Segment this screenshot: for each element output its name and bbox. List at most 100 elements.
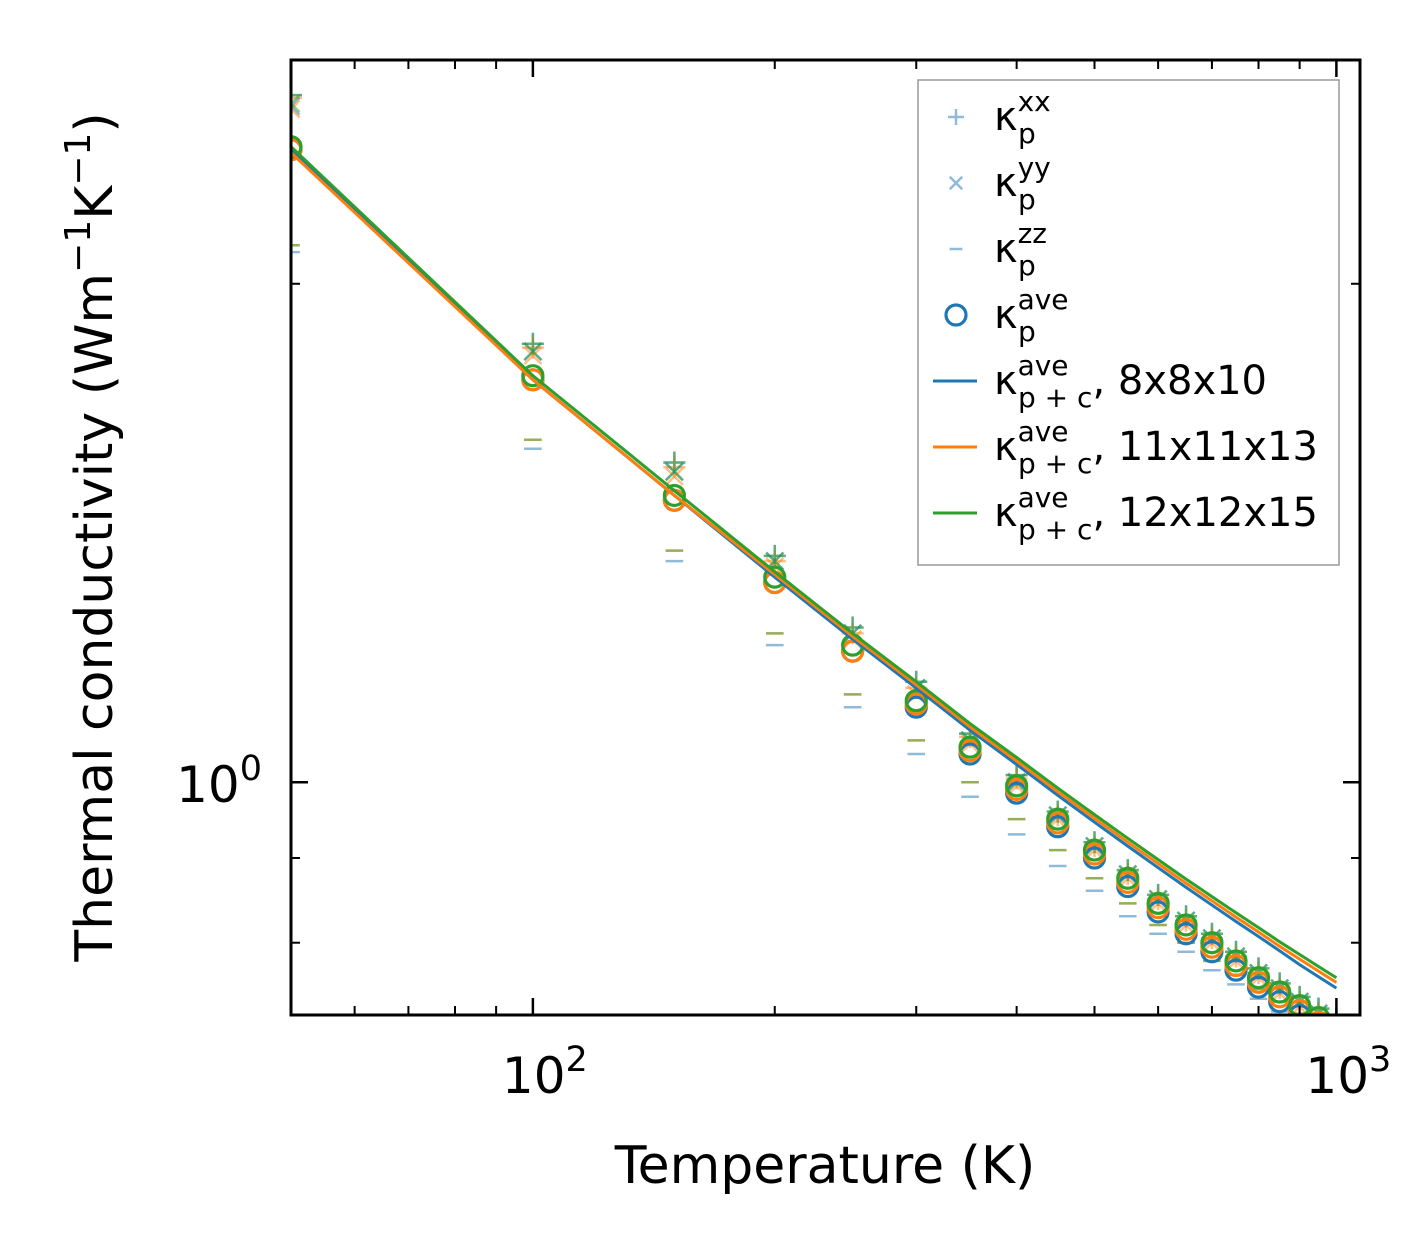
point-kappa_p_yy-green-150K xyxy=(664,462,684,482)
legend-subscript: p xyxy=(1018,249,1036,282)
legend-plus-marker xyxy=(948,109,964,125)
y-axis-label: Thermal conductivity (Wm−1K−1) xyxy=(58,112,125,962)
legend-symbol: κ xyxy=(994,490,1018,536)
legend-subscript: p + c xyxy=(1018,513,1092,546)
legend-superscript: ave xyxy=(1018,415,1069,448)
legend-x-marker xyxy=(948,175,964,191)
point-kappa_p_xx-green-200K xyxy=(763,544,786,567)
point-kappa_p_ave-green-200K xyxy=(763,565,787,589)
legend-entry-4: κave p xyxy=(944,283,1069,348)
point-kappa_p_ave-green-700K xyxy=(1200,931,1224,955)
x-tick-label-100-base: 10 xyxy=(502,1047,566,1105)
plot-frame xyxy=(289,58,1362,1017)
point-kappa_p_yy-orange-1000K xyxy=(1328,1020,1345,1037)
legend-entry-1: κxx p xyxy=(948,85,1051,150)
legend-entry-7: κave p + c, 12x12x15 xyxy=(933,481,1318,546)
legend-superscript: zz xyxy=(1018,217,1047,250)
y-label-end: ) xyxy=(65,112,125,132)
legend-suffix: , 12x12x15 xyxy=(1092,490,1317,536)
point-kappa_p_yy-green-100K xyxy=(523,342,543,362)
point-kappa_p_ave-blue-900K xyxy=(1288,1003,1312,1015)
legend-label: κave p xyxy=(994,283,1069,348)
point-kappa_p_ave-blue-950K xyxy=(1308,1018,1328,1038)
y-tick-label-1-exp: 0 xyxy=(240,749,262,789)
point-kappa_p_ave-green-350K xyxy=(958,735,982,759)
legend-symbol: κ xyxy=(994,292,1018,338)
legend-suffix: , 11x11x13 xyxy=(1092,424,1317,470)
point-kappa_p_ave-green-150K xyxy=(662,483,686,508)
point-kappa_p_ave-green-400K xyxy=(1005,774,1029,798)
legend-label: κyy p xyxy=(994,151,1051,216)
legend-superscript: ave xyxy=(1018,349,1069,382)
point-kappa_p_yy-green-50K xyxy=(291,93,301,113)
legend-subscript: p xyxy=(1018,315,1036,348)
legend-symbol: κ xyxy=(994,358,1018,404)
point-kappa_p_ave-blue-1000K xyxy=(1326,1029,1346,1049)
legend-entry-6: κave p + c, 11x11x13 xyxy=(933,415,1318,480)
y-label-main: Thermal conductivity (Wm xyxy=(65,273,125,963)
legend-subscript: p + c xyxy=(1018,447,1092,480)
legend-symbol: κ xyxy=(994,94,1018,140)
point-kappa_p_yy-orange-50K xyxy=(291,99,301,119)
y-label-mid: K xyxy=(65,184,125,220)
legend-entry-5: κave p + c, 8x8x10 xyxy=(933,349,1267,414)
legend-box xyxy=(917,79,1340,566)
legend-entry-3: κzz p xyxy=(949,217,1047,282)
x-tick-label-1000-exp: 3 xyxy=(1369,1040,1391,1080)
point-kappa_p_ave-green-800K xyxy=(1246,966,1271,990)
legend-label: κxx p xyxy=(994,85,1051,150)
x-axis-label: Temperature (K) xyxy=(614,1136,1036,1196)
point-kappa_p_ave-green-100K xyxy=(521,364,545,388)
y-tick-label-1: 100 xyxy=(176,749,262,814)
line-kappa_pc_ave_11x11x13 xyxy=(291,151,1338,984)
line-kappa_pc_ave_12x12x15 xyxy=(291,145,1338,979)
legend-entry-2: κyy p xyxy=(948,151,1051,216)
point-kappa_p_ave-green-900K xyxy=(1288,994,1312,1015)
point-kappa_p_xx-green-150K xyxy=(663,451,686,474)
point-kappa_p_ave-green-300K xyxy=(904,689,928,713)
point-kappa_p_ave-green-750K xyxy=(1224,949,1248,973)
point-kappa_p_ave-green-450K xyxy=(1046,807,1070,831)
legend-circle-marker xyxy=(944,303,968,327)
line-kappa_pc_ave_8x8x10 xyxy=(291,148,1338,990)
series-kappa_p_ave xyxy=(291,135,1346,1049)
legend-subscript: p xyxy=(1018,117,1036,150)
legend-subscript: p + c xyxy=(1018,381,1092,414)
point-kappa_p_yy-orange-150K xyxy=(664,466,684,486)
legend-label: κzz p xyxy=(994,217,1047,282)
y-label-sup2: −1 xyxy=(58,133,99,186)
legend-symbol: κ xyxy=(994,226,1018,272)
x-tick-label-100: 102 xyxy=(502,1040,588,1105)
legend-label: κave p + c, 11x11x13 xyxy=(994,415,1318,480)
y-label-sup1: −1 xyxy=(58,220,99,273)
point-kappa_p_ave-green-650K xyxy=(1174,913,1198,937)
legend-label: κave p + c, 8x8x10 xyxy=(994,349,1267,414)
x-tick-label-1000: 103 xyxy=(1305,1040,1391,1105)
legend-superscript: ave xyxy=(1018,481,1069,514)
point-kappa_p_yy-blue-1000K xyxy=(1327,1014,1346,1015)
legend-superscript: ave xyxy=(1018,283,1069,316)
point-kappa_p_yy-blue-50K xyxy=(291,96,301,116)
legend-superscript: xx xyxy=(1018,85,1051,118)
x-tick-label-1000-base: 10 xyxy=(1305,1047,1369,1105)
legend-label: κave p + c, 12x12x15 xyxy=(994,481,1318,546)
axis-ticks xyxy=(291,60,1360,1015)
legend-symbol: κ xyxy=(994,424,1018,470)
legend-superscript: yy xyxy=(1018,151,1051,184)
y-tick-label-1-base: 10 xyxy=(176,756,240,814)
x-tick-label-100-exp: 2 xyxy=(566,1040,588,1080)
point-kappa_p_yy-green-1000K xyxy=(1327,1014,1346,1015)
point-kappa_p_ave-green-1000K xyxy=(1326,1019,1346,1039)
point-kappa_p_yy-orange-100K xyxy=(523,346,543,366)
point-kappa_p_ave-orange-950K xyxy=(1309,1010,1328,1015)
legend-symbol: κ xyxy=(994,160,1018,206)
point-kappa_p_ave-green-950K xyxy=(1307,1005,1330,1015)
point-kappa_p_ave-green-850K xyxy=(1268,980,1292,1004)
point-kappa_p_ave-orange-1000K xyxy=(1326,1024,1346,1044)
point-kappa_p_ave-green-500K xyxy=(1082,838,1107,862)
point-kappa_p_ave-green-600K xyxy=(1146,891,1170,915)
legend-subscript: p xyxy=(1018,183,1036,216)
